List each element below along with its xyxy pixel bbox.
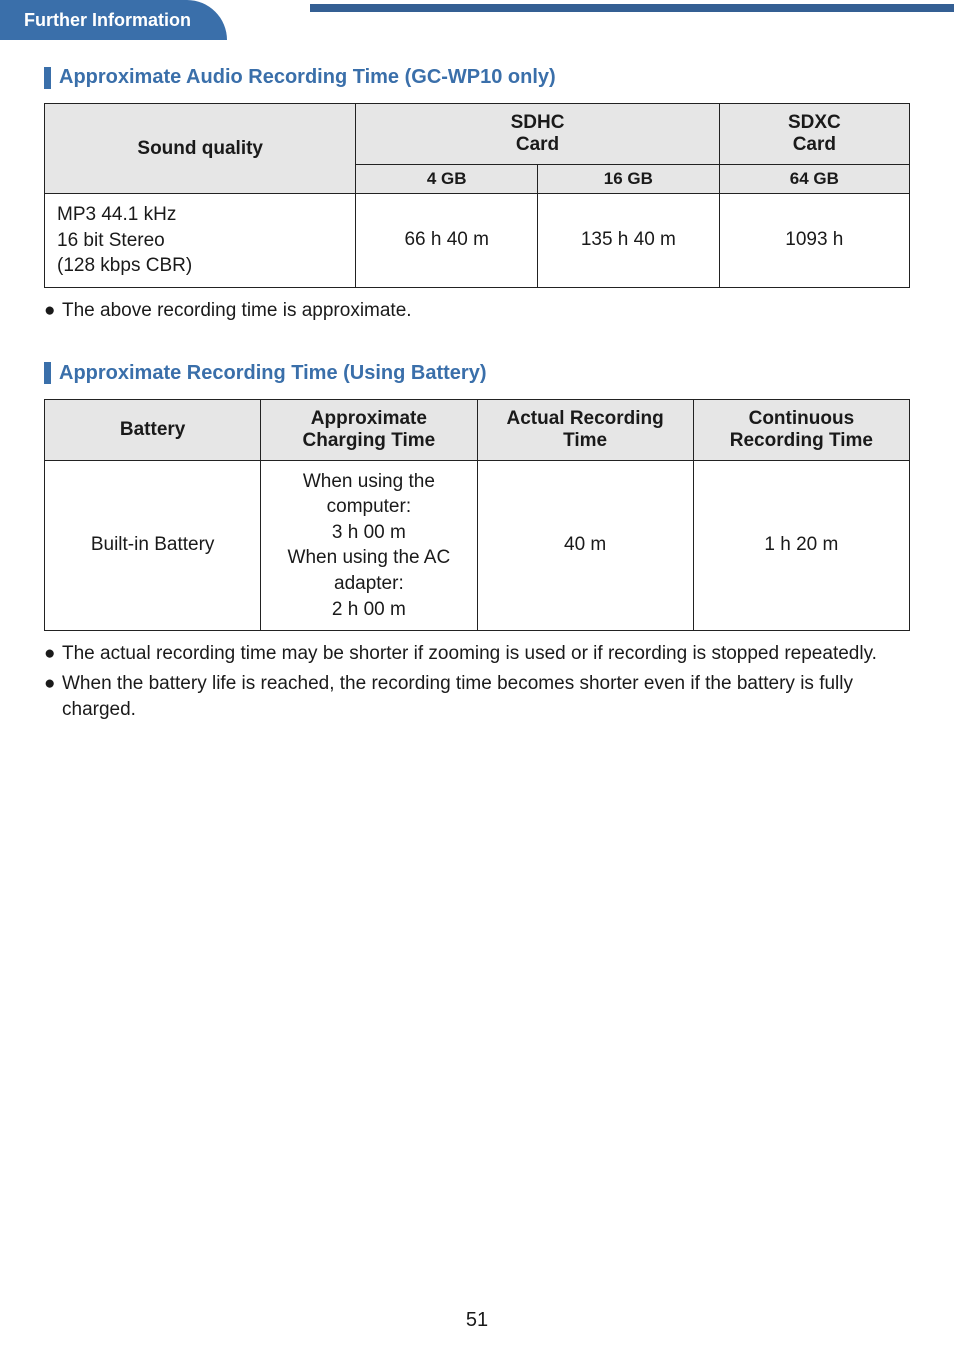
page-number: 51 xyxy=(0,1309,954,1332)
th-sdxc-label: SDXC Card xyxy=(788,112,841,155)
th-continuous: Continuous Recording Time xyxy=(693,399,909,460)
th-sound-quality: Sound quality xyxy=(45,104,356,194)
td-quality-text: MP3 44.1 kHz 16 bit Stereo (128 kbps CBR… xyxy=(57,204,192,276)
section2-heading: Approximate Recording Time (Using Batter… xyxy=(59,362,486,385)
section2-notes: ● The actual recording time may be short… xyxy=(44,641,910,722)
note-item: ● When the battery life is reached, the … xyxy=(44,671,910,722)
th-battery: Battery xyxy=(45,399,261,460)
bullet-icon: ● xyxy=(44,298,62,324)
td-continuous: 1 h 20 m xyxy=(693,460,909,631)
td-4gb: 66 h 40 m xyxy=(356,194,538,288)
td-actual: 40 m xyxy=(477,460,693,631)
section1-bar-icon xyxy=(44,67,51,89)
header-tab: Further Information xyxy=(0,0,227,40)
note-text: The above recording time is approximate. xyxy=(62,298,910,324)
th-actual: Actual Recording Time xyxy=(477,399,693,460)
section2-bar-icon xyxy=(44,362,51,384)
section1-heading-row: Approximate Audio Recording Time (GC-WP1… xyxy=(44,66,910,89)
section2-heading-row: Approximate Recording Time (Using Batter… xyxy=(44,362,910,385)
page-container: Further Information Approximate Audio Re… xyxy=(0,0,954,1354)
section1-notes: ● The above recording time is approximat… xyxy=(44,298,910,324)
note-text: The actual recording time may be shorter… xyxy=(62,641,910,667)
bullet-icon: ● xyxy=(44,641,62,667)
td-quality: MP3 44.1 kHz 16 bit Stereo (128 kbps CBR… xyxy=(45,194,356,288)
td-battery: Built-in Battery xyxy=(45,460,261,631)
section1-heading: Approximate Audio Recording Time (GC-WP1… xyxy=(59,66,556,89)
header-tab-label: Further Information xyxy=(24,10,191,30)
battery-recording-table: Battery Approximate Charging Time Actual… xyxy=(44,399,910,632)
th-sdxc: SDXC Card xyxy=(719,104,909,165)
th-4gb: 4 GB xyxy=(356,165,538,194)
header-strip-right xyxy=(310,4,954,12)
th-charge: Approximate Charging Time xyxy=(261,399,477,460)
th-sdhc-label: SDHC Card xyxy=(511,112,565,155)
td-charge-text: When using the computer: 3 h 00 m When u… xyxy=(288,471,451,620)
td-16gb: 135 h 40 m xyxy=(538,194,720,288)
th-charge-label: Approximate Charging Time xyxy=(303,408,436,451)
audio-recording-table: Sound quality SDHC Card SDXC Card 4 GB 1… xyxy=(44,103,910,288)
note-item: ● The above recording time is approximat… xyxy=(44,298,910,324)
td-charge: When using the computer: 3 h 00 m When u… xyxy=(261,460,477,631)
page-content: Approximate Audio Recording Time (GC-WP1… xyxy=(0,40,954,722)
th-sdhc: SDHC Card xyxy=(356,104,719,165)
header-strip: Further Information xyxy=(0,0,954,40)
th-16gb: 16 GB xyxy=(538,165,720,194)
bullet-icon: ● xyxy=(44,671,62,722)
th-64gb: 64 GB xyxy=(719,165,909,194)
td-64gb: 1093 h xyxy=(719,194,909,288)
note-text: When the battery life is reached, the re… xyxy=(62,671,910,722)
note-item: ● The actual recording time may be short… xyxy=(44,641,910,667)
th-continuous-label: Continuous Recording Time xyxy=(730,408,873,451)
th-actual-label: Actual Recording Time xyxy=(506,408,663,451)
